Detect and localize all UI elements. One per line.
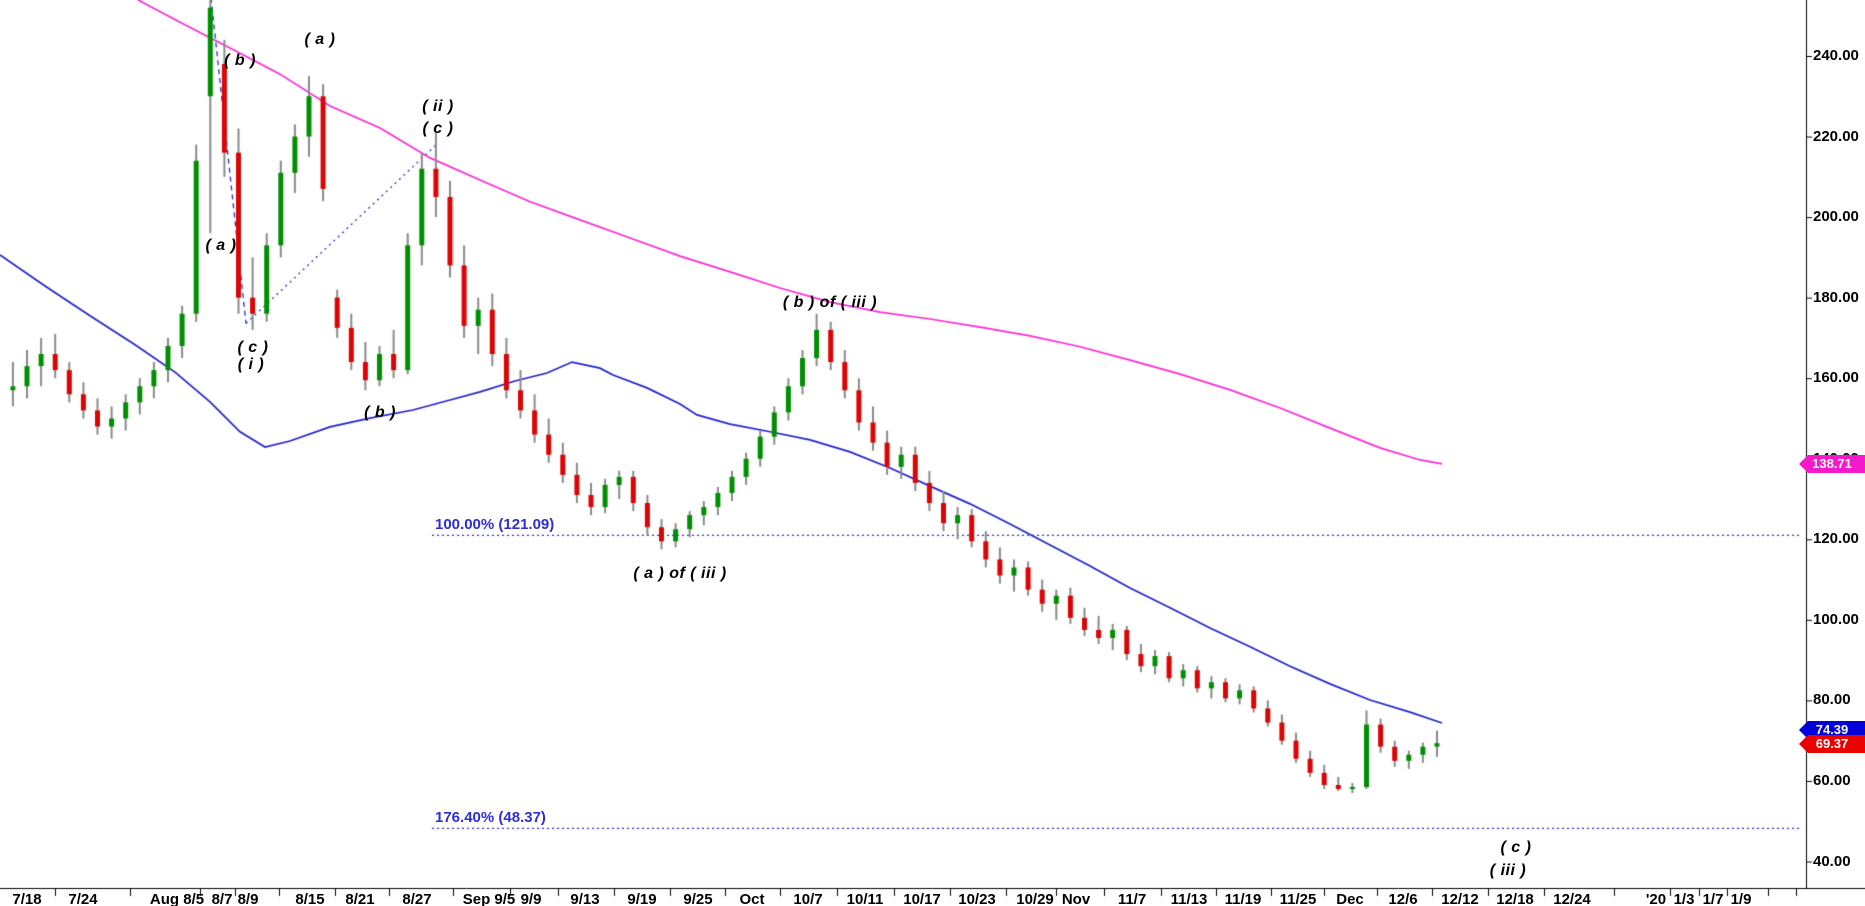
- x-axis-label: '20: [1645, 891, 1667, 906]
- x-axis-label: Dec: [1336, 891, 1364, 906]
- wave-label: ( a ): [205, 237, 237, 254]
- x-axis-label: 10/23: [958, 891, 996, 906]
- x-axis-label: 12/24: [1553, 891, 1591, 906]
- y-axis-label: 120.00: [1813, 530, 1859, 548]
- wave-label: ( c ): [237, 339, 269, 356]
- x-axis-label: 8/15: [295, 891, 325, 906]
- price-tag: 74.39: [1799, 721, 1865, 739]
- y-axis-label: 240.00: [1813, 47, 1859, 64]
- x-axis-label: Oct: [739, 891, 765, 906]
- y-axis-label: 220.00: [1813, 127, 1859, 145]
- x-axis-label: Sep 9/5: [462, 891, 516, 906]
- wave-label: ( b ): [364, 404, 396, 421]
- y-axis-label: 40.00: [1813, 852, 1851, 870]
- wave-label: ( c ): [1500, 839, 1532, 856]
- y-axis-label: 60.00: [1813, 771, 1851, 789]
- x-axis-label: 8/9: [237, 891, 259, 906]
- x-axis-label: 1/7: [1702, 891, 1724, 906]
- x-axis-label: 10/29: [1016, 891, 1054, 906]
- wave-label: ( b ): [224, 52, 256, 69]
- x-axis-label: 10/11: [846, 891, 884, 906]
- x-axis-label: 1/3: [1673, 891, 1695, 906]
- fib-level-label: 176.40% (48.37): [435, 809, 546, 826]
- x-axis-label: 1/9: [1730, 891, 1752, 906]
- x-axis-label: 11/19: [1224, 891, 1262, 906]
- wave-label: ( a ): [304, 31, 336, 48]
- x-axis-label: 11/25: [1279, 891, 1317, 906]
- x-axis-label: 12/18: [1496, 891, 1534, 906]
- y-axis-label: 100.00: [1813, 610, 1859, 628]
- x-axis-label: 11/7: [1117, 891, 1147, 906]
- fib-level-label: 100.00% (121.09): [435, 516, 555, 533]
- x-axis-label: 8/21: [345, 891, 375, 906]
- wave-label: ( ii ): [422, 98, 454, 115]
- x-axis-label: Aug 8/5: [149, 891, 205, 906]
- x-axis-label: 7/18: [12, 891, 42, 906]
- y-axis-label: 160.00: [1813, 369, 1859, 387]
- x-axis-label: 9/13: [570, 891, 600, 906]
- price-tag: 138.71: [1799, 455, 1865, 473]
- x-axis-label: 10/17: [903, 891, 941, 906]
- x-axis-label: 8/7: [211, 891, 233, 906]
- x-axis-label: 9/19: [627, 891, 657, 906]
- y-axis-label: 80.00: [1813, 691, 1851, 709]
- wave-label: ( b ) of ( iii ): [782, 294, 878, 311]
- x-axis-label: 8/27: [402, 891, 432, 906]
- wave-label: ( i ): [237, 356, 265, 373]
- x-axis-label: 12/12: [1441, 891, 1479, 906]
- x-axis-label: 11/13: [1170, 891, 1208, 906]
- y-axis-label: 180.00: [1813, 288, 1859, 306]
- wave-label: ( a ) of ( iii ): [633, 565, 727, 582]
- y-axis-label: 200.00: [1813, 208, 1859, 226]
- wave-label: ( c ): [422, 120, 454, 137]
- x-axis-label: 7/24: [68, 891, 98, 906]
- x-axis-label: 10/7: [793, 891, 823, 906]
- x-axis-label: 9/25: [683, 891, 713, 906]
- x-axis-label: 12/6: [1388, 891, 1418, 906]
- x-axis-label: Nov: [1061, 891, 1091, 906]
- price-tag: 69.37: [1799, 735, 1865, 753]
- x-axis-label: 9/9: [520, 891, 542, 906]
- wave-label: ( iii ): [1489, 862, 1527, 879]
